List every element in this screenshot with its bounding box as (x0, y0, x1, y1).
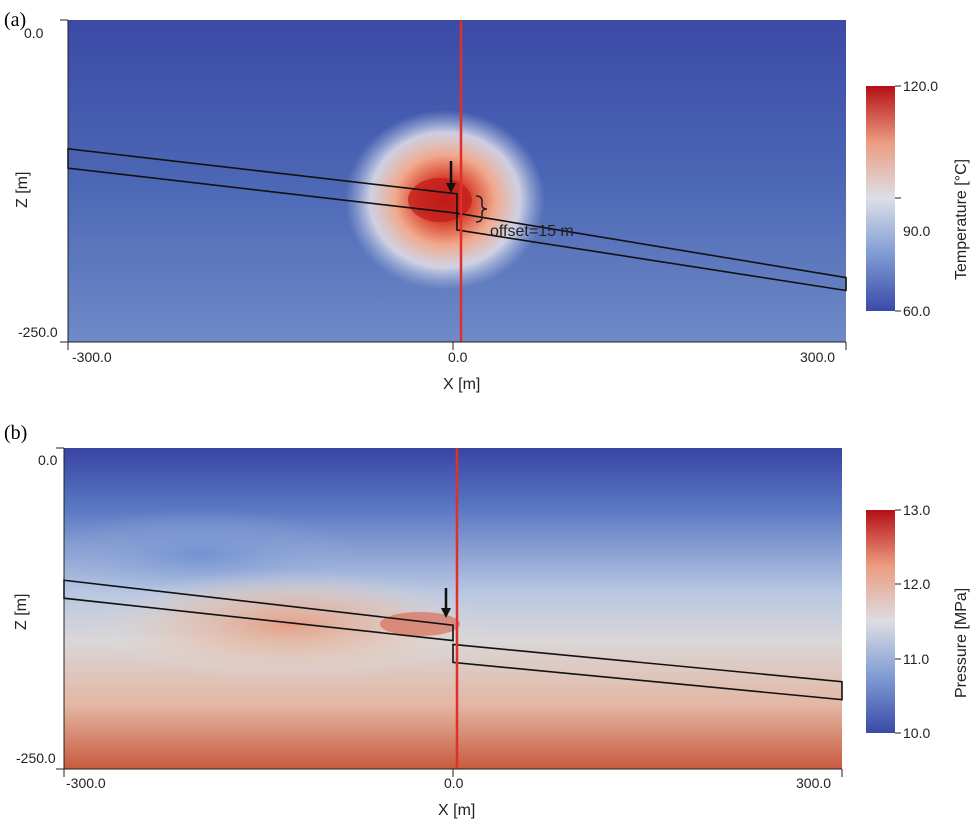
y-axis-label-a: Z [m] (14, 172, 31, 208)
pressure-plume (90, 570, 490, 680)
y-tick-bottom-a: -250.0 (18, 324, 58, 340)
colorbar-label-a: Temperature [°C] (953, 159, 970, 280)
colorbar-tick-b-1: 12.0 (903, 576, 930, 592)
colorbar-tick-b-0: 13.0 (903, 502, 930, 518)
offset-annotation: offset=15 m (475, 195, 574, 240)
reservoir-right-block (456, 212, 847, 292)
colorbar-b (866, 509, 901, 734)
heat-core (408, 178, 472, 222)
x-tick-left-a: -300.0 (72, 349, 112, 365)
x-tick-left-b: -300.0 (66, 775, 106, 791)
pressure-core (380, 612, 460, 636)
axes-a (60, 19, 847, 350)
pressure-field (64, 448, 842, 769)
y-tick-top-a: 0.0 (24, 25, 44, 41)
injection-arrow-a (446, 161, 456, 193)
injection-arrow-b (441, 588, 451, 618)
colorbar-tick-b-3: 10.0 (903, 725, 930, 741)
colorbar-tick-b-2: 11.0 (903, 651, 929, 667)
y-tick-top-b: 0.0 (38, 452, 58, 468)
x-tick-right-b: 300.0 (796, 775, 831, 791)
y-axis-label-b: Z [m] (13, 594, 30, 630)
colorbar-a (866, 85, 901, 312)
panel-label-b: (b) (4, 422, 27, 444)
offset-label: offset=15 m (490, 223, 574, 240)
temperature-field (68, 20, 846, 342)
colorbar-label-b: Pressure [MPa] (953, 588, 970, 698)
axes-b (56, 447, 843, 777)
x-tick-mid-b: 0.0 (444, 775, 464, 791)
x-axis-label-b: X [m] (438, 802, 475, 819)
x-axis-label-a: X [m] (443, 376, 480, 393)
x-tick-right-a: 300.0 (800, 349, 835, 365)
y-tick-bottom-b: -250.0 (16, 750, 56, 766)
panel-label-a: (a) (4, 9, 26, 31)
x-tick-mid-a: 0.0 (448, 349, 468, 365)
colorbar-tick-a-top: 120.0 (903, 78, 938, 94)
reservoir-right-block (452, 643, 843, 701)
colorbar-tick-a-mid: 90.0 (903, 223, 930, 239)
colorbar-tick-a-bottom: 60.0 (903, 303, 930, 319)
